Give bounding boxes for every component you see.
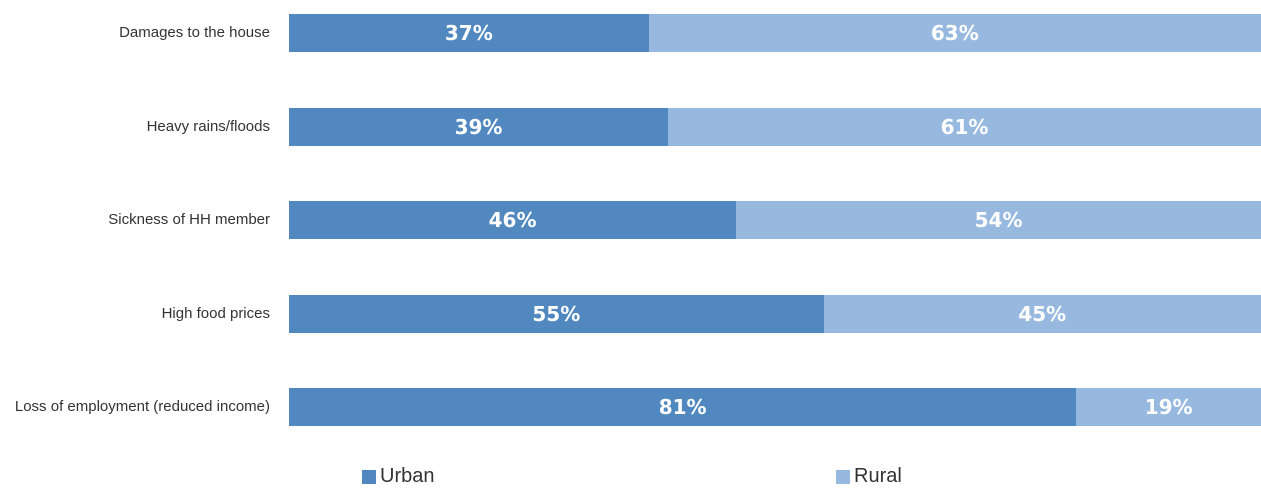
value-label: 55% <box>532 301 581 326</box>
bar-segment: 61% <box>668 107 1261 146</box>
value-label: 46% <box>488 208 537 232</box>
bar-segment: 37% <box>289 14 649 52</box>
bar-segment: 39% <box>289 107 669 146</box>
legend-item: Rural <box>836 465 902 488</box>
value-label: 45% <box>1018 301 1067 326</box>
value-label: 39% <box>454 114 503 139</box>
category-label-box: High food prices <box>0 284 270 344</box>
value-label: 61% <box>940 114 989 139</box>
category-label-box: Damages to the house <box>0 3 270 63</box>
bar-segment: 63% <box>648 14 1261 52</box>
legend-item: Urban <box>362 465 434 488</box>
bar-segment: 81% <box>289 388 1077 426</box>
legend-label: Rural <box>854 465 902 487</box>
category-label: Damages to the house <box>119 24 270 41</box>
value-label: 81% <box>658 395 707 419</box>
category-label: Heavy rains/floods <box>146 117 270 135</box>
legend-swatch <box>836 469 850 484</box>
category-label: High food prices <box>161 304 270 322</box>
category-label-box: Heavy rains/floods <box>0 97 270 157</box>
bar-segment: 54% <box>736 201 1261 239</box>
value-label: 54% <box>974 208 1023 232</box>
legend-swatch <box>362 469 376 484</box>
value-label: 19% <box>1144 395 1193 419</box>
bar-segment: 55% <box>289 294 824 333</box>
legend-label: Urban <box>380 465 435 487</box>
category-label-box: Sickness of HH member <box>0 190 270 250</box>
bar-segment: 19% <box>1076 388 1261 426</box>
value-label: 37% <box>444 21 493 45</box>
category-label: Loss of employment (reduced income) <box>14 398 270 415</box>
category-label: Sickness of HH member <box>108 211 270 228</box>
category-label-box: Loss of employment (reduced income) <box>0 377 270 437</box>
value-label: 63% <box>930 21 979 45</box>
bar-segment: 45% <box>823 294 1261 333</box>
bar-segment: 46% <box>289 201 737 239</box>
